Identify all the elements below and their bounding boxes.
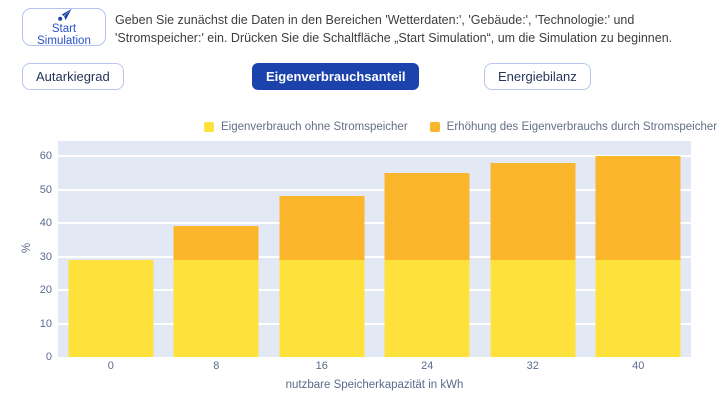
x-tick-32: 32 — [526, 360, 539, 372]
x-axis-tick-labels: 0 8 16 24 32 40 — [58, 360, 691, 372]
legend-swatch-yellow — [204, 122, 214, 132]
instruction-line-1: Geben Sie zunächst die Daten in den Bere… — [115, 13, 635, 27]
y-tick-20: 20 — [39, 284, 52, 296]
y-tick-60: 60 — [39, 150, 52, 162]
bar-slots — [58, 141, 691, 357]
start-simulation-label: Start Simulation — [37, 22, 91, 47]
bar-segment-base-0 — [68, 259, 154, 357]
legend-item-erhoehung[interactable]: Erhöhung des Eigenverbrauchs durch Strom… — [429, 121, 718, 133]
stacked-bar-32 — [490, 162, 576, 357]
bar-segment-base-8 — [173, 259, 259, 357]
legend-label: Erhöhung des Eigenverbrauchs durch Strom… — [446, 121, 718, 133]
instruction-line-2: 'Stromspeicher:' ein. Drücken Sie die Sc… — [115, 31, 673, 45]
stacked-bar-40 — [595, 156, 681, 357]
bar-segment-base-16 — [279, 259, 365, 357]
stacked-bar-0 — [68, 259, 154, 357]
x-tick-8: 8 — [213, 360, 220, 372]
bar-segment-base-40 — [595, 259, 681, 357]
legend-label: Eigenverbrauch ohne Stromspeicher — [221, 121, 408, 133]
tab-eigenverbrauchsanteil[interactable]: Eigenverbrauchsanteil — [252, 63, 420, 90]
gridline-60 — [58, 155, 691, 157]
instruction-text: Geben Sie zunächst die Daten in den Bere… — [115, 11, 720, 47]
y-axis-tick-labels: 0 10 20 30 40 50 60 — [0, 141, 52, 363]
y-tick-30: 30 — [39, 250, 52, 263]
bar-slot-0 — [58, 141, 164, 357]
gridline-50 — [58, 188, 691, 191]
stacked-bar-8 — [173, 226, 259, 357]
bar-slot-40 — [586, 141, 692, 357]
gridline-20 — [58, 289, 691, 291]
x-tick-24: 24 — [421, 360, 434, 372]
gridline-40 — [58, 222, 691, 224]
tab-energiebilanz[interactable]: Energiebilanz — [484, 63, 591, 90]
paper-plane-icon — [57, 8, 72, 22]
bar-segment-base-24 — [384, 259, 470, 357]
gridline-30 — [58, 255, 691, 258]
x-tick-16: 16 — [315, 360, 328, 372]
stacked-bar-24 — [384, 172, 470, 357]
bar-segment-increase-8 — [173, 226, 259, 260]
bar-segment-increase-24 — [384, 172, 470, 260]
bar-segment-increase-16 — [279, 196, 365, 260]
x-tick-40: 40 — [632, 360, 645, 372]
y-tick-10: 10 — [39, 317, 52, 330]
bar-segment-base-32 — [490, 259, 576, 357]
y-tick-0: 0 — [45, 351, 52, 363]
bar-segment-increase-32 — [490, 162, 576, 260]
legend-swatch-orange — [429, 122, 440, 132]
tab-autarkiegrad[interactable]: Autarkiegrad — [22, 63, 124, 90]
stacked-bar-chart-plot-area — [58, 141, 691, 357]
stacked-bar-16 — [279, 196, 365, 357]
y-tick-50: 50 — [39, 183, 52, 196]
bar-slot-8 — [164, 141, 270, 357]
bar-slot-32 — [480, 141, 586, 357]
x-tick-0: 0 — [107, 360, 114, 372]
legend-item-ohne-stromspeicher[interactable]: Eigenverbrauch ohne Stromspeicher — [204, 121, 408, 133]
y-axis-title: % — [21, 242, 34, 254]
x-axis-title: nutzbare Speicherkapazität in kWh — [285, 379, 464, 391]
gridline-10 — [58, 322, 691, 325]
bar-segment-increase-40 — [595, 156, 681, 260]
chart-legend: Eigenverbrauch ohne Stromspeicher Erhöhu… — [204, 121, 717, 133]
bar-slot-24 — [375, 141, 481, 357]
start-simulation-button[interactable]: Start Simulation — [22, 8, 106, 47]
bar-slot-16 — [269, 141, 375, 357]
y-tick-40: 40 — [39, 217, 52, 229]
